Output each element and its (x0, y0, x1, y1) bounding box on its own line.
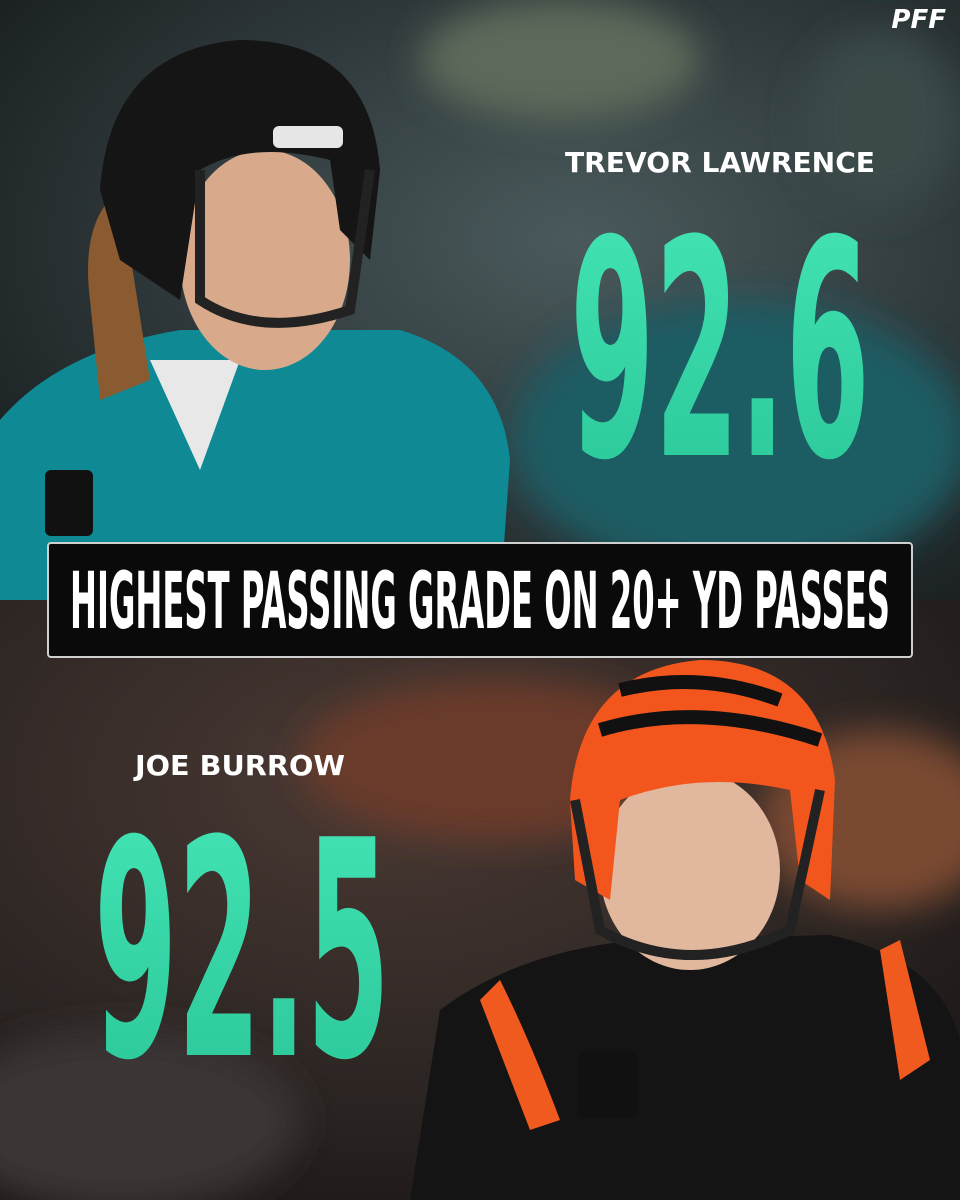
player-name: TREVOR LAWRENCE (565, 146, 875, 179)
player-name: JOE BURROW (133, 749, 345, 782)
logo: PFF (891, 5, 946, 35)
player-grade: 92.5 (94, 777, 390, 1126)
bottom-player (410, 660, 960, 1200)
banner-title: HIGHEST PASSING GRADE ON 20+ YD PASSES (70, 557, 890, 647)
top-player (0, 40, 510, 600)
player-grade: 92.6 (570, 177, 870, 526)
banner-box (47, 542, 913, 658)
top-blur-shapes (420, 0, 960, 580)
